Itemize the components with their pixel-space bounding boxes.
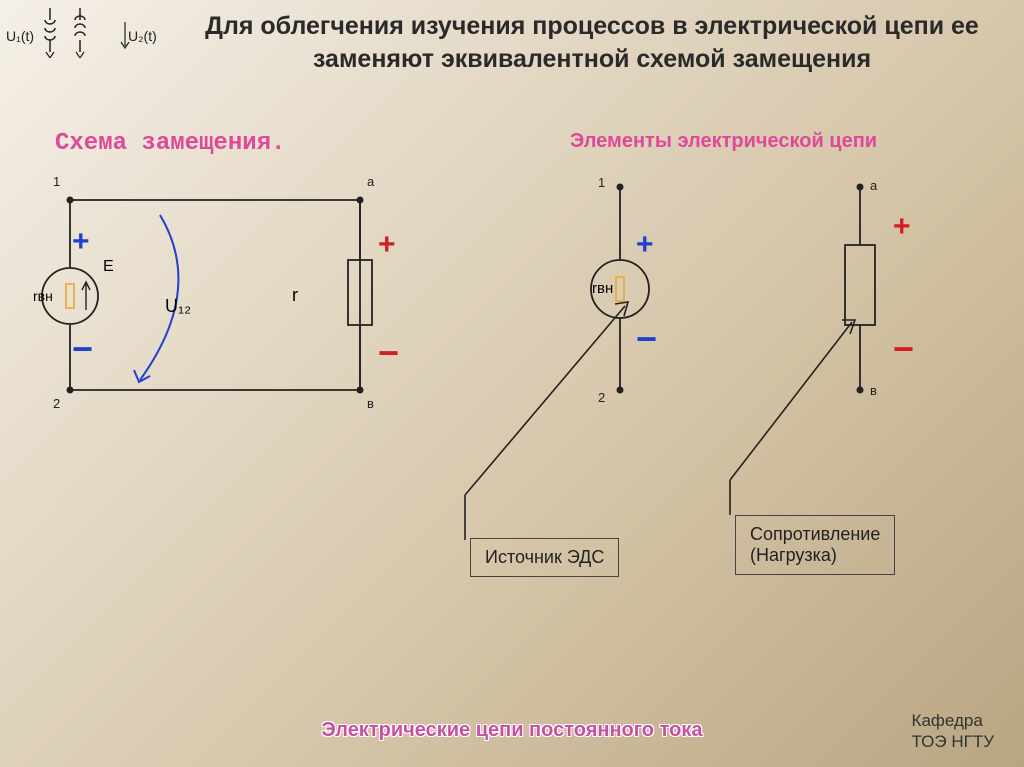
u12-label: U₁₂ — [165, 296, 191, 317]
emf-node-1: 1 — [598, 175, 605, 190]
emf-plus: + — [636, 228, 654, 262]
minus-right: − — [378, 332, 399, 374]
emf-caption: Источник ЭДС — [470, 538, 619, 577]
node-b: в — [367, 396, 374, 411]
footer-dept: Кафедра ТОЭ НГТУ — [912, 711, 994, 752]
plus-right: + — [378, 228, 396, 262]
res-plus: + — [893, 210, 911, 244]
emf-pointer — [430, 290, 680, 550]
page-title: Для облегчения изучения процессов в элек… — [200, 10, 984, 75]
footer-line2: ТОЭ НГТУ — [912, 732, 994, 751]
resistor-pointer — [700, 310, 920, 530]
subtitle-left: Схема замещения. — [55, 130, 285, 157]
u2-arrow — [120, 22, 130, 52]
subtitle-right: Элементы электрической цепи — [570, 130, 877, 153]
node-1: 1 — [53, 174, 60, 189]
circuit-diagram — [30, 180, 400, 440]
u1-label: U₁(t) — [6, 28, 34, 44]
res-node-a: а — [870, 178, 877, 193]
r-label: r — [292, 285, 298, 306]
plus-left: + — [72, 225, 90, 259]
rvn-label: rвн — [33, 288, 53, 304]
node-2: 2 — [53, 396, 60, 411]
node-a: а — [367, 174, 374, 189]
u2-label: U₂(t) — [128, 28, 157, 44]
e-label: E — [103, 258, 114, 276]
minus-left: − — [72, 328, 93, 370]
footer-line1: Кафедра — [912, 711, 983, 730]
footer-title: Электрические цепи постоянного тока — [0, 719, 1024, 742]
resistor-caption: Сопротивление (Нагрузка) — [735, 515, 895, 575]
